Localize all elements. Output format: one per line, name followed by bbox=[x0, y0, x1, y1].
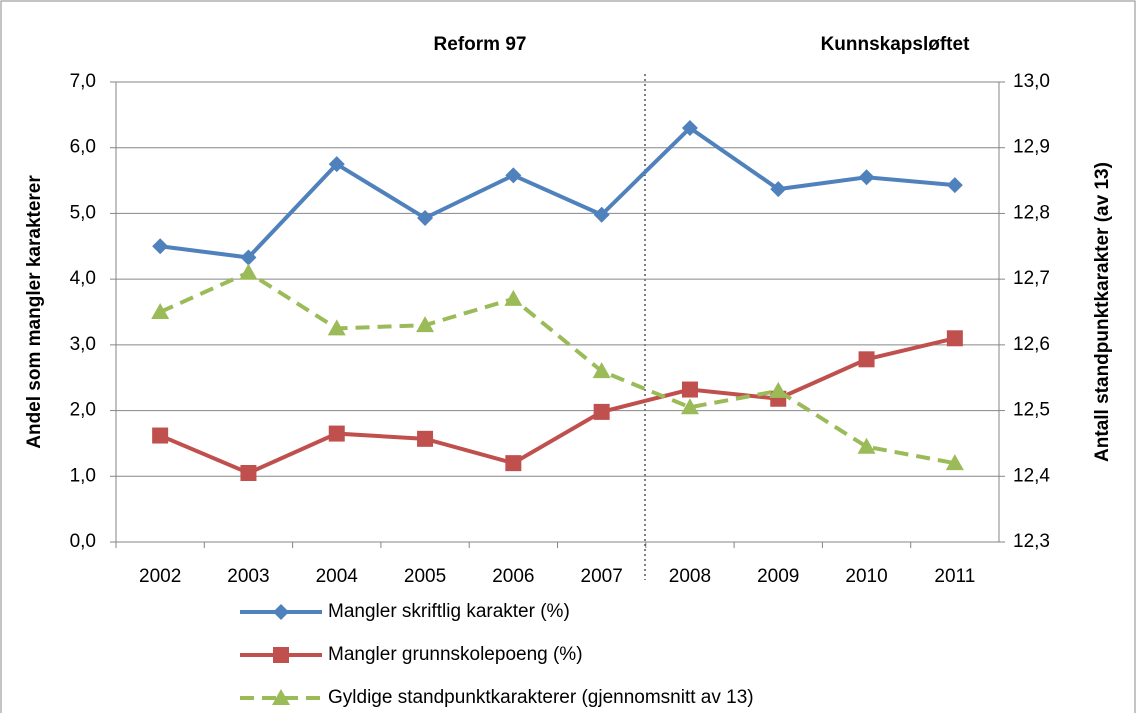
y-tick-label: 4,0 bbox=[70, 268, 96, 289]
marker bbox=[769, 381, 788, 398]
legend-label: Mangler grunnskolepoeng (%) bbox=[328, 644, 583, 665]
legend-label: Gyldige standpunktkarakterer (gjennomsni… bbox=[328, 687, 754, 708]
legend-marker bbox=[273, 604, 289, 620]
x-tick-label: 2004 bbox=[316, 566, 359, 587]
marker bbox=[680, 398, 699, 415]
y-tick-label: 3,0 bbox=[70, 334, 96, 355]
x-tick-label: 2009 bbox=[757, 566, 799, 587]
legend-marker bbox=[273, 647, 289, 663]
legend-marker bbox=[272, 689, 290, 705]
y2-tick-label: 12,5 bbox=[1013, 400, 1050, 421]
y-tick-label: 1,0 bbox=[70, 465, 96, 486]
x-tick-label: 2008 bbox=[669, 566, 711, 587]
marker bbox=[152, 238, 169, 255]
marker bbox=[946, 330, 963, 347]
annotation: Reform 97 bbox=[434, 34, 527, 55]
x-tick-label: 2005 bbox=[404, 566, 446, 587]
marker bbox=[240, 249, 257, 266]
marker bbox=[681, 381, 698, 398]
x-tick-label: 2010 bbox=[845, 566, 887, 587]
y2-axis-title: Antall standpunktkarakter (av 13) bbox=[1092, 162, 1113, 462]
series-line bbox=[159, 336, 956, 476]
y-tick-label: 2,0 bbox=[70, 400, 96, 421]
marker bbox=[417, 210, 434, 227]
y2-tick-label: 12,7 bbox=[1013, 268, 1050, 289]
marker bbox=[593, 403, 610, 420]
marker bbox=[152, 427, 169, 444]
x-tick-label: 2011 bbox=[934, 566, 975, 587]
y-tick-label: 7,0 bbox=[70, 71, 96, 92]
marker bbox=[946, 177, 963, 194]
legend-label: Mangler skriftlig karakter (%) bbox=[328, 601, 570, 622]
marker bbox=[417, 430, 434, 447]
marker bbox=[593, 206, 610, 223]
annotation: Kunnskapsløftet bbox=[821, 34, 971, 55]
marker bbox=[858, 169, 875, 186]
marker bbox=[505, 167, 522, 184]
marker bbox=[416, 316, 435, 333]
marker bbox=[239, 263, 258, 280]
y-axis-title: Andel som mangler karakterer bbox=[24, 175, 45, 449]
y2-tick-label: 12,8 bbox=[1013, 202, 1050, 223]
y2-tick-label: 12,6 bbox=[1013, 334, 1050, 355]
marker bbox=[328, 425, 345, 442]
marker bbox=[151, 303, 170, 319]
y2-tick-label: 12,9 bbox=[1013, 137, 1050, 158]
y-tick-label: 5,0 bbox=[70, 202, 96, 223]
marker bbox=[945, 454, 964, 471]
x-tick-label: 2007 bbox=[581, 566, 623, 587]
x-tick-label: 2002 bbox=[139, 566, 181, 587]
marker bbox=[328, 156, 345, 173]
series-line bbox=[159, 270, 956, 466]
marker bbox=[327, 319, 346, 336]
y-tick-label: 0,0 bbox=[70, 531, 96, 552]
x-tick-label: 2003 bbox=[227, 566, 269, 587]
y2-tick-label: 12,3 bbox=[1013, 531, 1050, 552]
y-tick-label: 6,0 bbox=[70, 137, 96, 158]
marker bbox=[505, 455, 522, 472]
x-tick-label: 2006 bbox=[492, 566, 534, 587]
y2-tick-label: 12,4 bbox=[1013, 465, 1050, 486]
marker bbox=[858, 351, 875, 368]
marker bbox=[857, 437, 876, 454]
marker bbox=[681, 120, 698, 136]
marker bbox=[592, 362, 611, 379]
marker bbox=[240, 465, 257, 481]
marker bbox=[504, 289, 523, 306]
series-line bbox=[159, 125, 956, 260]
marker bbox=[770, 181, 787, 198]
y2-tick-label: 13,0 bbox=[1013, 71, 1050, 92]
